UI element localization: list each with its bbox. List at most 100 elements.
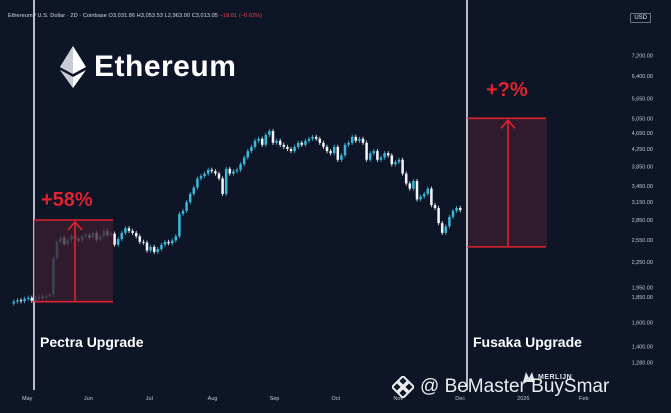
candle-body: [16, 300, 19, 302]
ohlc-change: −18.81 (−0.62%): [219, 13, 263, 19]
y-tick-label: 6,400.00: [632, 74, 653, 80]
candle-body: [401, 159, 404, 174]
pectra-arrow-head: [67, 220, 83, 231]
candle-body: [322, 142, 325, 147]
fusaka-arrow-head: [500, 119, 516, 129]
candle-body: [293, 146, 296, 152]
candle-body: [188, 193, 192, 203]
currency-badge[interactable]: USD: [630, 13, 651, 23]
candle-body: [224, 168, 228, 194]
fusaka-upgrade-label: Fusaka Upgrade: [473, 334, 582, 350]
y-tick-label: 3,450.00: [632, 184, 653, 190]
candle-body: [203, 173, 206, 177]
candle-body: [433, 205, 437, 208]
candle-body: [379, 157, 383, 160]
y-tick-label: 1,280.00: [632, 360, 653, 366]
candle-body: [458, 207, 462, 211]
candle-body: [268, 131, 271, 135]
x-tick-label: Sep: [270, 396, 280, 402]
candle-body: [304, 140, 307, 145]
x-tick-label: Jun: [84, 396, 93, 402]
chart-header: Ethereum / U.S. Dollar · 2D · Coinbase O…: [8, 13, 262, 19]
candle-body: [124, 228, 127, 233]
candle-body: [343, 144, 347, 156]
y-tick-label: 3,850.00: [632, 165, 653, 171]
candle-body: [296, 142, 300, 147]
candle-body: [318, 138, 322, 143]
candle-body: [163, 241, 167, 245]
candle-body: [347, 142, 350, 145]
candle-body: [444, 226, 448, 233]
candle-body: [138, 236, 142, 242]
candle-body: [185, 202, 188, 211]
candle-body: [404, 173, 408, 184]
candle-body: [286, 146, 289, 149]
candle-body: [131, 230, 134, 233]
watermark-text: @ BeMaster BuySmar: [420, 376, 610, 397]
candle-body: [142, 241, 145, 243]
candle-body: [419, 196, 422, 200]
y-tick-label: 2,250.00: [632, 260, 653, 266]
pectra-range-box: [34, 219, 113, 302]
candle-body: [264, 134, 268, 145]
candle-body: [332, 146, 336, 154]
candle-body: [325, 146, 329, 152]
candle-body: [422, 193, 426, 197]
candle-body: [307, 138, 311, 141]
candle-body: [120, 232, 124, 240]
logo-text: Ethereum: [94, 50, 237, 83]
merlijn-logo-icon: [523, 372, 535, 382]
x-tick-label: Feb: [579, 396, 588, 402]
ethereum-logo: Ethereum: [60, 44, 236, 90]
pectra-upgrade-label: Pectra Upgrade: [40, 334, 144, 350]
x-tick-label: Jul: [146, 396, 153, 402]
candle-body: [149, 246, 152, 251]
candle-body: [174, 236, 178, 241]
candle-body: [430, 188, 433, 206]
candle-body: [358, 138, 361, 141]
candle-body: [372, 151, 376, 154]
candle-body: [253, 140, 257, 147]
candle-body: [386, 153, 390, 156]
candle-body: [350, 136, 354, 143]
y-tick-label: 2,850.00: [632, 218, 653, 224]
y-tick-label: 7,200.00: [632, 53, 653, 59]
y-tick-label: 5,650.00: [632, 96, 653, 102]
candle-body: [451, 210, 455, 217]
merlijn-text: MERLIJN: [538, 373, 573, 381]
candle-body: [239, 164, 242, 170]
candle-body: [192, 187, 196, 194]
candle-body: [228, 168, 232, 174]
candle-body: [448, 216, 451, 227]
candle-body: [412, 180, 415, 189]
x-tick-label: Oct: [331, 396, 340, 402]
candle-body: [26, 297, 30, 299]
candle-body: [368, 153, 372, 160]
candle-body: [329, 151, 332, 154]
candle-body: [199, 176, 203, 179]
candle-body: [30, 297, 34, 301]
candle-body: [408, 183, 412, 189]
candle-body: [250, 146, 253, 152]
candle-body: [242, 157, 246, 165]
pectra-gain-label: +58%: [41, 189, 93, 211]
candle-body: [394, 161, 397, 165]
y-tick-label: 3,150.00: [632, 200, 653, 206]
y-tick-label: 1,950.00: [632, 285, 653, 291]
ethereum-diamond-icon: [60, 46, 86, 88]
symbol-pair: Ethereum / U.S. Dollar · 2D · Coinbase: [8, 13, 107, 19]
candle-body: [19, 300, 23, 302]
candle-body: [181, 210, 185, 214]
candle-body: [152, 246, 156, 253]
candle-body: [437, 207, 440, 224]
candle-body: [314, 136, 318, 139]
candle-body: [134, 232, 138, 237]
x-tick-label: 2026: [517, 396, 529, 402]
x-tick-label: Dec: [455, 396, 465, 402]
candle-body: [257, 138, 260, 141]
candle-body: [113, 233, 116, 245]
candle-body: [221, 178, 224, 194]
merlijn-watermark: MERLIJN: [523, 372, 572, 382]
candle-body: [178, 213, 181, 237]
